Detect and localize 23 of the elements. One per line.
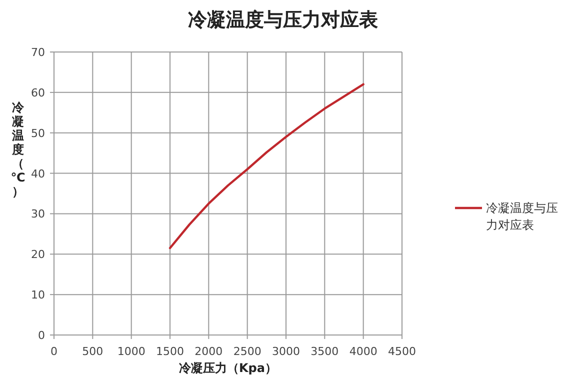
y-tick-label: 10 — [31, 288, 45, 302]
x-tick-label: 500 — [82, 345, 104, 358]
x-tick-label: 1000 — [117, 345, 146, 358]
y-tick-label: 0 — [38, 329, 45, 342]
y-tick-label: 60 — [31, 86, 45, 100]
x-tick-label: 3500 — [310, 345, 339, 358]
y-tick-label: 30 — [31, 208, 45, 221]
x-tick-label: 2000 — [194, 345, 223, 358]
y-tick-label: 50 — [31, 126, 45, 140]
x-tick-label: 4000 — [349, 345, 378, 358]
y-tick-label: 40 — [31, 167, 45, 180]
x-tick-label: 2500 — [233, 345, 262, 358]
y-axis-title: 冷凝温度（℃） — [10, 100, 26, 198]
x-tick-label: 3000 — [272, 345, 300, 358]
y-tick-label: 70 — [31, 46, 45, 59]
x-tick-label: 0 — [50, 345, 58, 358]
y-tick-label: 20 — [31, 248, 45, 262]
legend-label: 冷凝温度与压力对应表 — [486, 201, 558, 232]
x-tick-label: 1500 — [156, 345, 184, 358]
x-tick-label: 4500 — [388, 345, 416, 358]
chart-title: 冷凝温度与压力对应表 — [188, 9, 379, 31]
x-axis-title: 冷凝压力（Kpa） — [179, 361, 277, 375]
line-series — [168, 83, 364, 250]
